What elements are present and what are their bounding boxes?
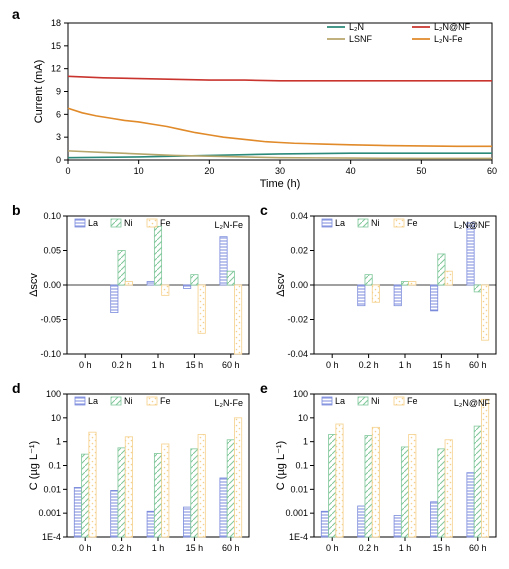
svg-text:0.2 h: 0.2 h: [359, 360, 379, 370]
svg-text:10: 10: [298, 413, 308, 423]
svg-text:60 h: 60 h: [469, 360, 487, 370]
svg-text:0.2 h: 0.2 h: [112, 360, 132, 370]
svg-text:50: 50: [416, 166, 426, 176]
svg-text:Δscv: Δscv: [275, 273, 287, 297]
svg-text:30: 30: [275, 166, 285, 176]
svg-text:100: 100: [46, 389, 61, 399]
chart-b: -0.10 -0.05 0.00 0.05 0.10 Δscv 0 h 0.2 h 1 h 15 …: [25, 210, 255, 380]
svg-text:0.00: 0.00: [43, 280, 61, 290]
svg-text:Current (mA): Current (mA): [33, 60, 45, 124]
svg-text:10: 10: [51, 413, 61, 423]
svg-text:Fe: Fe: [407, 218, 418, 228]
svg-text:60: 60: [487, 166, 497, 176]
svg-text:0.001: 0.001: [38, 508, 61, 518]
svg-text:1 h: 1 h: [152, 360, 165, 370]
svg-text:40: 40: [346, 166, 356, 176]
chart-c: -0.04 -0.02 0.00 0.02 0.04 Δscv 0 h 0.2 h 1 h 15 …: [272, 210, 502, 380]
svg-text:0.2 h: 0.2 h: [112, 543, 132, 553]
svg-text:0.001: 0.001: [285, 508, 308, 518]
svg-text:0.10: 0.10: [43, 211, 61, 221]
svg-text:0.04: 0.04: [290, 211, 308, 221]
chart-a: 0 10 20 30 40 50 60 0 3 6 9 12 15 18 Time (h) Current (…: [30, 15, 500, 190]
svg-text:0.01: 0.01: [290, 484, 308, 494]
svg-text:LSNF: LSNF: [349, 34, 373, 44]
svg-text:1E-4: 1E-4: [42, 532, 61, 542]
svg-text:60 h: 60 h: [469, 543, 487, 553]
svg-text:La: La: [335, 396, 345, 406]
svg-text:60 h: 60 h: [222, 543, 240, 553]
svg-text:-0.04: -0.04: [287, 349, 308, 359]
svg-text:1 h: 1 h: [152, 543, 165, 553]
panel-label-b: b: [12, 202, 21, 218]
svg-text:1E-4: 1E-4: [289, 532, 308, 542]
svg-text:L₂N-Fe: L₂N-Fe: [215, 398, 244, 408]
svg-text:Ni: Ni: [371, 218, 380, 228]
svg-text:L₂N-Fe: L₂N-Fe: [215, 220, 244, 230]
svg-text:20: 20: [204, 166, 214, 176]
svg-text:Fe: Fe: [407, 396, 418, 406]
svg-text:10: 10: [134, 166, 144, 176]
svg-text:15 h: 15 h: [186, 360, 204, 370]
svg-text:-0.10: -0.10: [40, 349, 61, 359]
chart-e: 1E-4 0.001 0.01 0.1 1 10 100 C (µg L⁻¹) 0 h 0.2 h…: [272, 388, 502, 563]
svg-text:6: 6: [56, 109, 61, 119]
svg-text:Ni: Ni: [124, 396, 133, 406]
figure-page: { "labels":{"a":"a","b":"b","c":"c","d":…: [0, 0, 509, 569]
svg-text:L₂N@NF: L₂N@NF: [434, 22, 471, 32]
svg-text:Fe: Fe: [160, 218, 171, 228]
svg-text:60 h: 60 h: [222, 360, 240, 370]
svg-text:1: 1: [56, 437, 61, 447]
svg-text:L₂N@NF: L₂N@NF: [454, 398, 491, 408]
svg-text:-0.02: -0.02: [287, 315, 308, 325]
svg-text:18: 18: [51, 18, 61, 28]
svg-text:C (µg L⁻¹): C (µg L⁻¹): [275, 441, 287, 490]
svg-text:0: 0: [65, 166, 70, 176]
svg-text:100: 100: [293, 389, 308, 399]
svg-text:0 h: 0 h: [79, 360, 92, 370]
svg-text:0.01: 0.01: [43, 484, 61, 494]
svg-text:Δscv: Δscv: [28, 273, 40, 297]
svg-text:0.2 h: 0.2 h: [359, 543, 379, 553]
chart-d: 1E-4 0.001 0.01 0.1 1 10 100 C (µg L⁻¹) 0 h 0.2 h…: [25, 388, 255, 563]
svg-text:Fe: Fe: [160, 396, 171, 406]
svg-text:15: 15: [51, 41, 61, 51]
svg-text:0.1: 0.1: [48, 461, 61, 471]
svg-text:1 h: 1 h: [399, 543, 412, 553]
svg-text:L₂N@NF: L₂N@NF: [454, 220, 491, 230]
svg-text:0.1: 0.1: [295, 461, 308, 471]
svg-text:15 h: 15 h: [433, 360, 451, 370]
svg-text:Ni: Ni: [124, 218, 133, 228]
panel-label-e: e: [260, 380, 268, 396]
svg-text:15 h: 15 h: [433, 543, 451, 553]
svg-text:0.00: 0.00: [290, 280, 308, 290]
panel-label-a: a: [12, 6, 20, 22]
svg-text:L₂N-Fe: L₂N-Fe: [434, 34, 463, 44]
svg-text:La: La: [88, 396, 98, 406]
svg-text:12: 12: [51, 64, 61, 74]
svg-text:3: 3: [56, 132, 61, 142]
svg-text:15 h: 15 h: [186, 543, 204, 553]
svg-text:0 h: 0 h: [326, 543, 339, 553]
svg-text:0 h: 0 h: [79, 543, 92, 553]
svg-text:-0.05: -0.05: [40, 315, 61, 325]
panel-label-c: c: [260, 202, 268, 218]
svg-text:Ni: Ni: [371, 396, 380, 406]
svg-text:9: 9: [56, 87, 61, 97]
svg-text:La: La: [335, 218, 345, 228]
svg-text:1 h: 1 h: [399, 360, 412, 370]
svg-text:C (µg L⁻¹): C (µg L⁻¹): [28, 441, 40, 490]
panel-label-d: d: [12, 380, 21, 396]
svg-text:1: 1: [303, 437, 308, 447]
svg-text:Time (h): Time (h): [260, 178, 301, 190]
svg-text:La: La: [88, 218, 98, 228]
svg-text:L₂N: L₂N: [349, 22, 364, 32]
svg-text:0 h: 0 h: [326, 360, 339, 370]
svg-text:0.05: 0.05: [43, 246, 61, 256]
svg-text:0: 0: [56, 155, 61, 165]
svg-text:0.02: 0.02: [290, 246, 308, 256]
